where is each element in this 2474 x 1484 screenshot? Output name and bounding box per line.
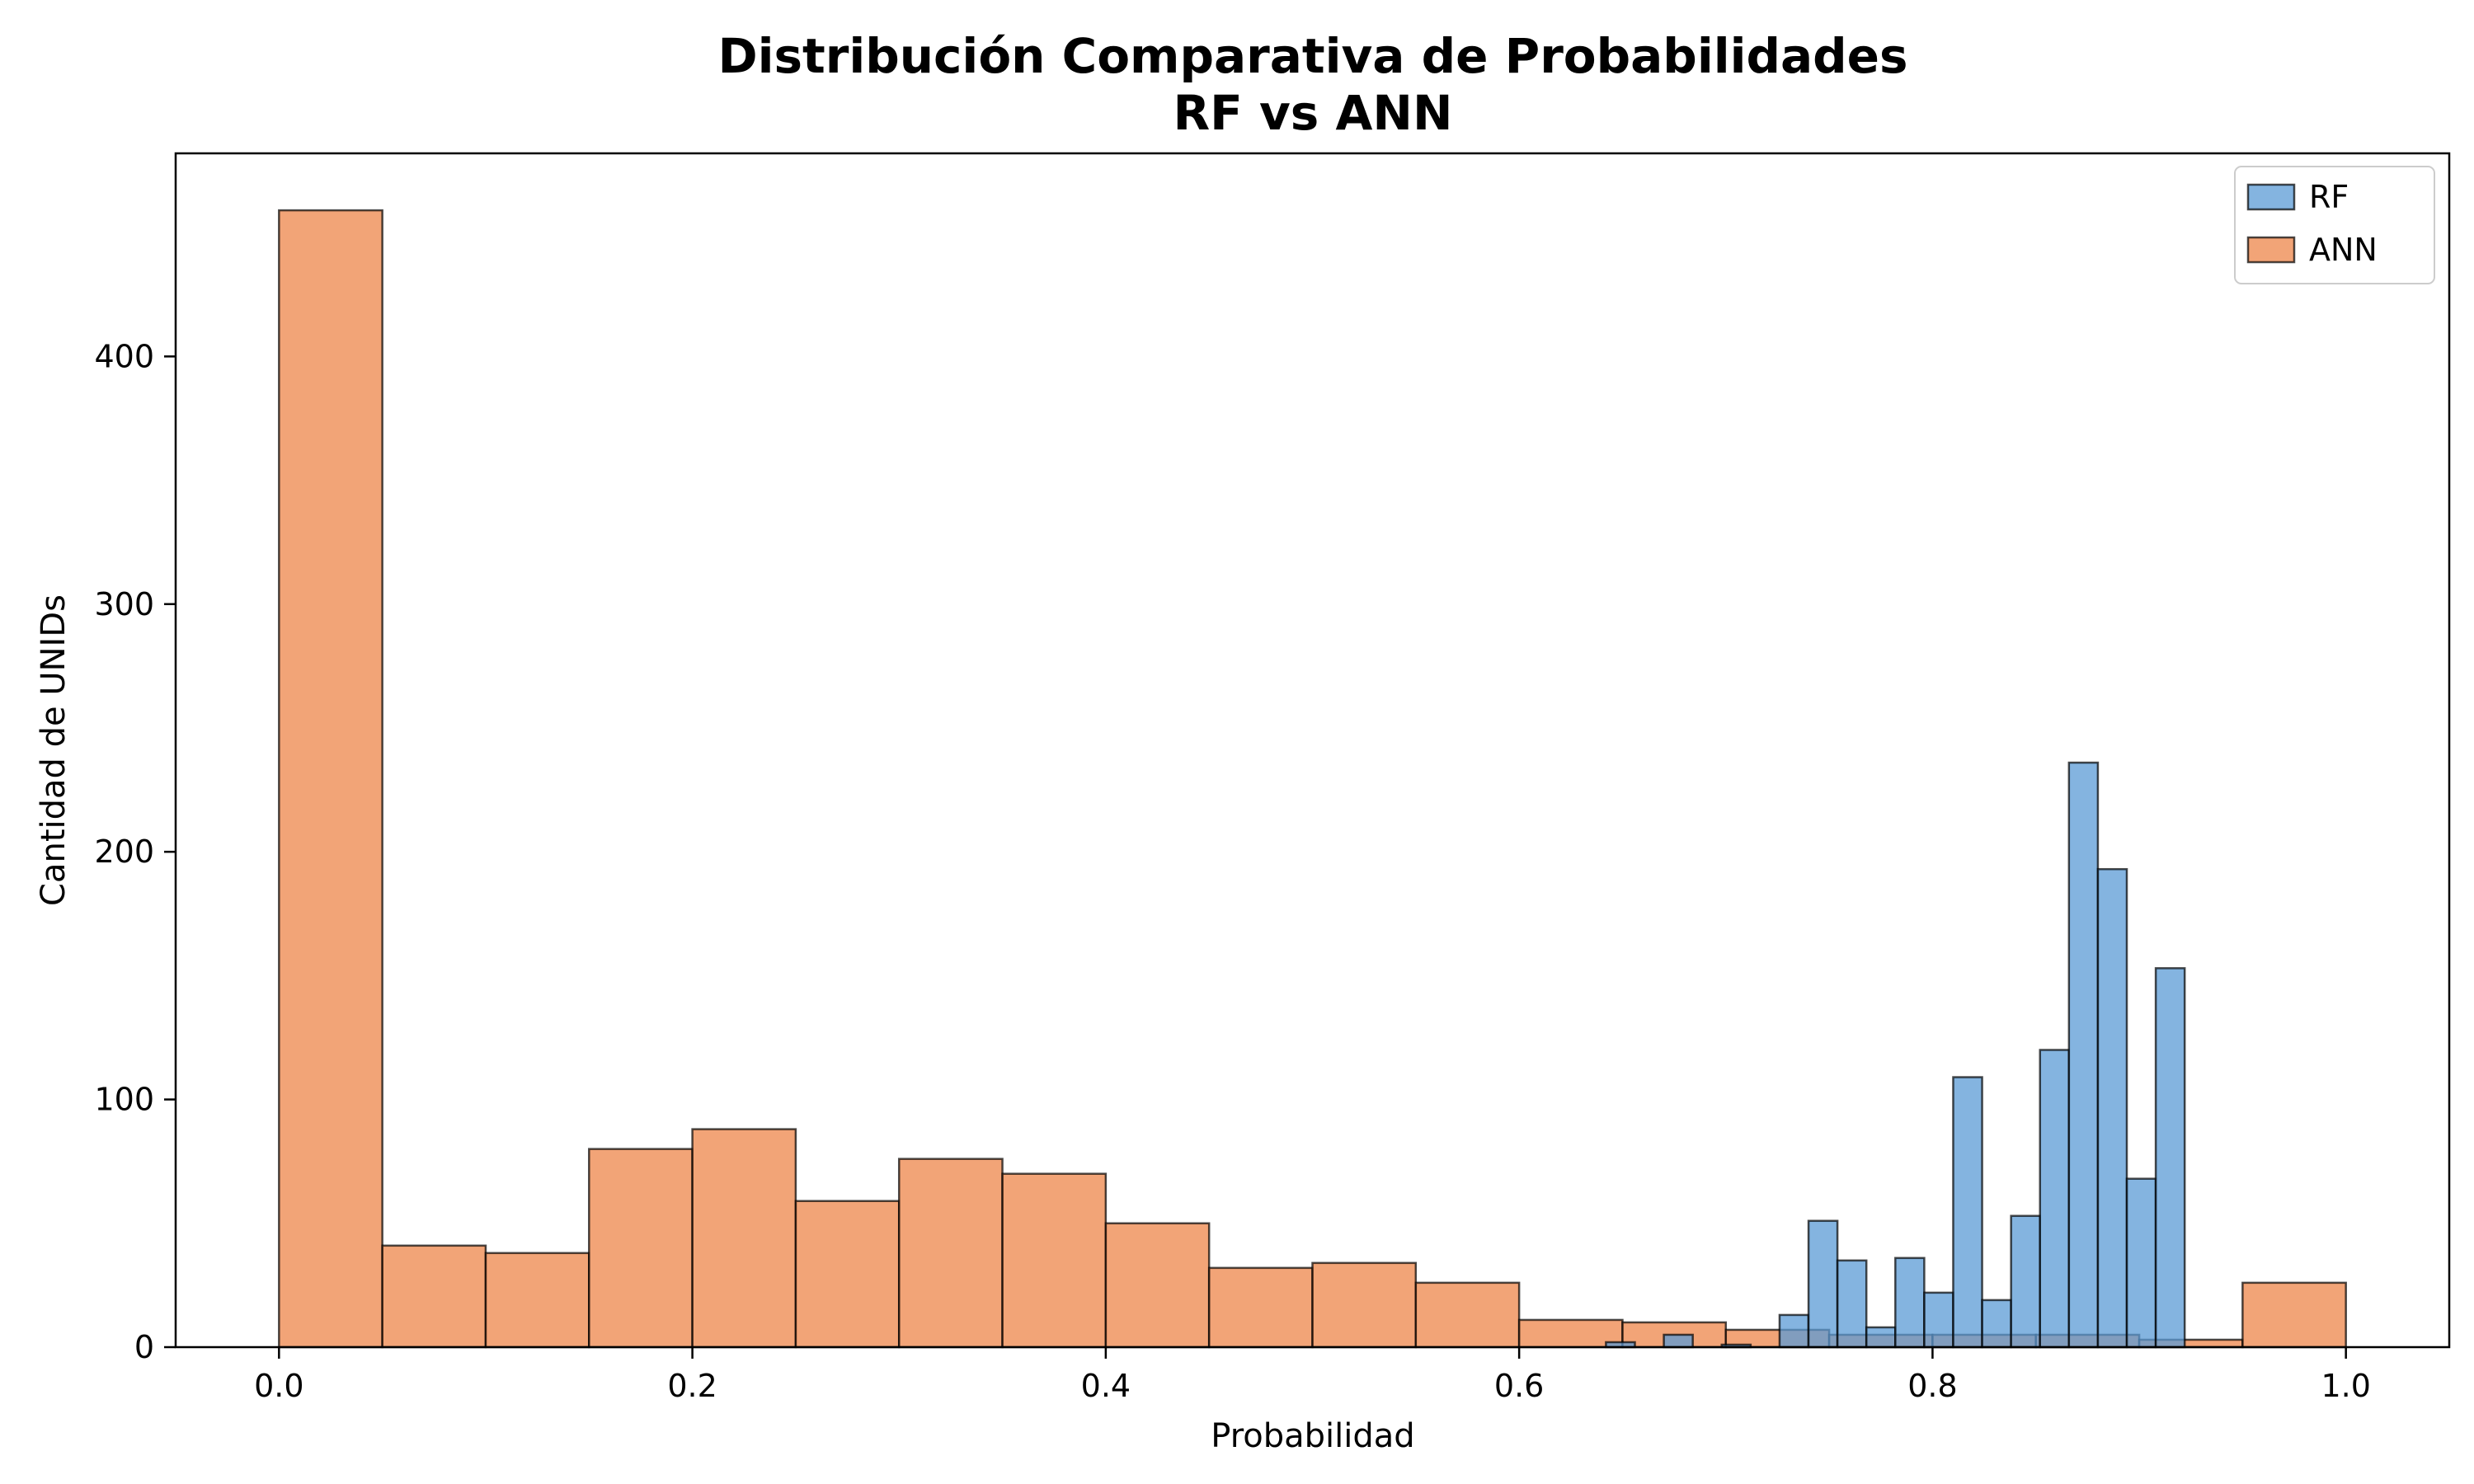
rf-bar-15 bbox=[2125, 1177, 2157, 1349]
rf-bar-3 bbox=[1778, 1313, 1810, 1349]
rf-bar-10 bbox=[1981, 1298, 2012, 1349]
ann-bar-6 bbox=[897, 1158, 1004, 1349]
ann-bar-8 bbox=[1104, 1222, 1211, 1349]
ann-bars bbox=[278, 209, 2347, 1349]
x-tick-label: 0.2 bbox=[667, 1368, 717, 1404]
rf-bar-16 bbox=[2154, 967, 2186, 1349]
x-tick-label: 0.6 bbox=[1494, 1368, 1544, 1404]
x-tick-label: 0.8 bbox=[1907, 1368, 1957, 1404]
legend-swatch-ann bbox=[2246, 236, 2296, 264]
ann-bar-4 bbox=[691, 1128, 797, 1349]
ann-bar-2 bbox=[484, 1252, 590, 1349]
x-tick-label: 0.0 bbox=[254, 1368, 303, 1404]
x-tick-label: 1.0 bbox=[2321, 1368, 2370, 1404]
y-tick-label: 300 bbox=[94, 586, 154, 622]
legend: RF ANN bbox=[2234, 166, 2435, 284]
rf-bar-4 bbox=[1807, 1219, 1839, 1349]
plot-frame bbox=[174, 152, 2451, 1349]
rf-bars bbox=[1605, 761, 2186, 1349]
y-tick-label: 100 bbox=[94, 1082, 154, 1118]
rf-bar-11 bbox=[2010, 1214, 2041, 1349]
rf-bar-14 bbox=[2096, 867, 2128, 1349]
ann-bar-19 bbox=[2241, 1281, 2347, 1349]
x-axis: 0.0 0.2 0.4 0.6 0.8 1.0 bbox=[254, 1347, 2371, 1404]
ann-bar-11 bbox=[1414, 1281, 1521, 1349]
ann-bar-10 bbox=[1311, 1261, 1418, 1349]
x-axis-label: Probabilidad bbox=[1211, 1417, 1414, 1455]
rf-bar-1 bbox=[1663, 1333, 1694, 1349]
ann-bar-9 bbox=[1207, 1266, 1314, 1349]
x-tick-label: 0.4 bbox=[1081, 1368, 1131, 1404]
legend-label-rf: RF bbox=[2309, 179, 2349, 215]
y-axis: 0 100 200 300 400 bbox=[94, 338, 176, 1365]
rf-bar-6 bbox=[1865, 1326, 1897, 1349]
ann-bar-0 bbox=[278, 209, 383, 1349]
rf-bar-5 bbox=[1836, 1259, 1868, 1349]
y-tick-label: 0 bbox=[134, 1329, 154, 1365]
chart-title: Distribución Comparativa de Probabilidad… bbox=[717, 28, 1907, 84]
rf-bar-12 bbox=[2039, 1049, 2071, 1349]
y-tick-label: 200 bbox=[94, 834, 154, 870]
ann-bar-1 bbox=[381, 1244, 487, 1349]
legend-swatch-rf bbox=[2246, 183, 2296, 211]
rf-bar-13 bbox=[2067, 761, 2100, 1349]
ann-bar-7 bbox=[1001, 1172, 1108, 1349]
y-axis-label: Cantidad de UNIDs bbox=[35, 594, 73, 906]
ann-bar-3 bbox=[588, 1148, 694, 1349]
rf-bar-8 bbox=[1923, 1291, 1954, 1349]
chart-subtitle: RF vs ANN bbox=[1174, 85, 1453, 141]
ann-bar-5 bbox=[794, 1200, 901, 1349]
rf-bar-7 bbox=[1894, 1256, 1926, 1349]
legend-label-ann: ANN bbox=[2309, 232, 2378, 268]
y-tick-label: 400 bbox=[94, 338, 154, 374]
rf-bar-9 bbox=[1952, 1076, 1983, 1349]
